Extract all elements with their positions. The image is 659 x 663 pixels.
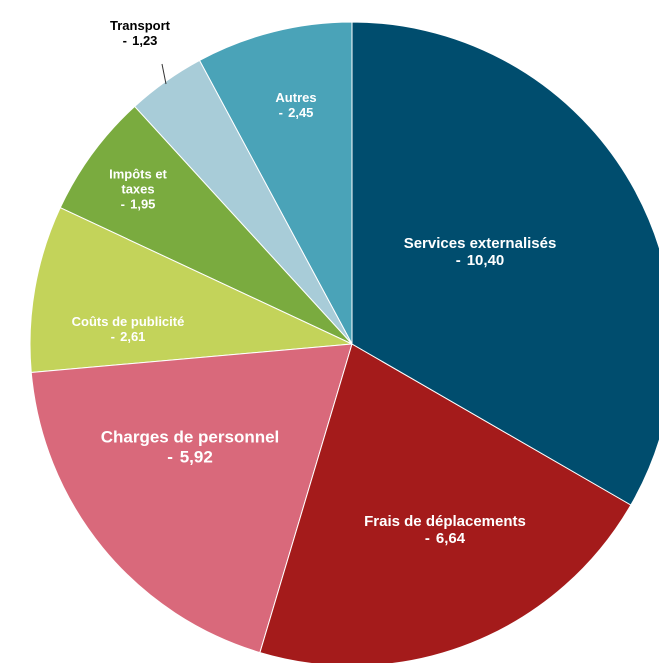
value-line: -10,40 bbox=[370, 252, 590, 269]
value-label: 1,95 bbox=[130, 196, 156, 212]
value-label: 1,23 bbox=[132, 33, 158, 48]
leader-line bbox=[161, 63, 167, 85]
slice-label: Impôts et taxes -1,95 bbox=[98, 166, 178, 213]
slice-label: Transport -1,23 bbox=[80, 18, 200, 49]
slice-label: Autres -2,45 bbox=[256, 90, 336, 121]
value-line: -6,64 bbox=[325, 530, 565, 547]
pie-slice bbox=[30, 343, 353, 654]
value-label: 10,40 bbox=[466, 252, 505, 269]
pie-slice bbox=[59, 105, 353, 345]
value-line: -1,23 bbox=[80, 33, 200, 49]
label-prefix: - bbox=[424, 530, 430, 547]
pie-slice bbox=[198, 21, 353, 345]
value-line: -2,45 bbox=[256, 105, 336, 121]
label-prefix: - bbox=[122, 33, 127, 48]
value-line: -1,95 bbox=[98, 196, 178, 212]
slice-label: Coûts de publicité -2,61 bbox=[33, 314, 223, 345]
value-line: -2,61 bbox=[33, 329, 223, 345]
label-prefix: - bbox=[455, 252, 461, 269]
category-name: Services externalisés bbox=[403, 234, 557, 252]
slice-label: Charges de personnel -5,92 bbox=[60, 427, 320, 466]
value-label: 2,61 bbox=[120, 329, 146, 344]
category-name: Transport bbox=[110, 18, 170, 34]
value-label: 2,45 bbox=[288, 105, 314, 120]
pie-slice bbox=[259, 343, 632, 663]
value-label: 5,92 bbox=[179, 447, 213, 466]
pie-slice bbox=[29, 207, 354, 374]
label-prefix: - bbox=[167, 447, 173, 466]
label-prefix: - bbox=[120, 196, 125, 212]
category-name: Frais de déplacements bbox=[364, 512, 526, 530]
category-name: Coûts de publicité bbox=[71, 314, 185, 330]
pie-slice bbox=[351, 21, 659, 506]
category-name: Impôts et taxes bbox=[109, 166, 167, 197]
slice-label: Frais de déplacements -6,64 bbox=[325, 513, 565, 548]
value-label: 6,64 bbox=[435, 530, 466, 547]
category-name: Charges de personnel bbox=[100, 427, 280, 447]
value-line: -5,92 bbox=[60, 447, 320, 467]
slice-label: Services externalisés -10,40 bbox=[370, 235, 590, 270]
label-prefix: - bbox=[278, 105, 283, 120]
label-prefix: - bbox=[110, 329, 115, 344]
category-name: Autres bbox=[275, 90, 317, 106]
